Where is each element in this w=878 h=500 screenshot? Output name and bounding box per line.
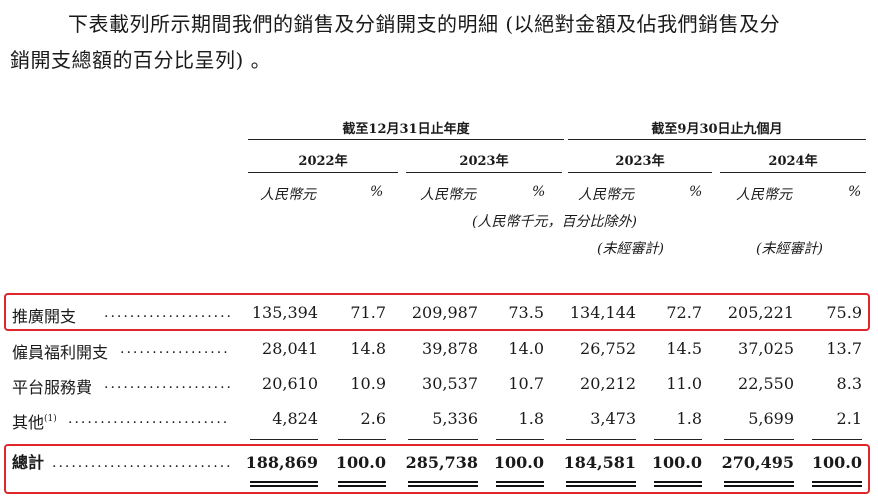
subtotal-rule: [654, 439, 702, 440]
intro-paragraph: 下表載列所示期間我們的銷售及分銷開支的明細 (以絕對金額及佔我們銷售及分 銷開支…: [10, 6, 872, 78]
subtotal-rule: [496, 439, 544, 440]
total-pct: 100.0: [493, 453, 544, 472]
cell-pct: 14.0: [508, 339, 544, 358]
period-rule: [568, 172, 712, 173]
table-row: 平台服務費 ................................ 2…: [0, 367, 878, 401]
cell-pct: 10.9: [350, 374, 386, 393]
cell-pct: 2.6: [360, 409, 386, 428]
period-rule: [248, 172, 398, 173]
unit-rmb: 人民幣元: [420, 187, 476, 203]
period-2022: 2022年: [298, 154, 348, 169]
table-row: 其他(1) ..................................…: [0, 402, 878, 436]
cell-pct: 75.9: [826, 303, 862, 322]
cell-pct: 10.7: [508, 374, 544, 393]
total-pct: 100.0: [335, 453, 386, 472]
total-pct: 100.0: [651, 453, 702, 472]
unaudited-note: (未經審計): [597, 241, 664, 257]
cell-value: 205,221: [727, 303, 794, 322]
row-label: 平台服務費: [12, 378, 93, 397]
unit-note: (人民幣千元，百分比除外): [472, 214, 637, 230]
unit-rmb: 人民幣元: [260, 187, 316, 203]
subtotal-rule: [566, 439, 636, 440]
total-pct: 100.0: [811, 453, 862, 472]
leader-dots: ........................................…: [52, 455, 230, 471]
cell-pct: 2.1: [836, 409, 862, 428]
cell-value: 37,025: [738, 339, 794, 358]
cell-value: 26,752: [580, 339, 636, 358]
period-2024-nine: 2024年: [768, 154, 818, 169]
period-2023: 2023年: [459, 154, 509, 169]
subtotal-rule: [724, 439, 794, 440]
unit-pct: %: [370, 184, 384, 200]
unit-pct: %: [848, 184, 862, 200]
cell-pct: 14.8: [350, 339, 386, 358]
row-label: 其他(1): [12, 413, 57, 432]
cell-value: 5,336: [432, 409, 478, 428]
cell-value: 5,699: [748, 409, 794, 428]
unit-pct: %: [532, 184, 546, 200]
double-underline: [654, 481, 702, 487]
double-underline: [250, 481, 318, 487]
subtotal-rule: [408, 439, 478, 440]
total-row: 總計 .....................................…: [0, 446, 878, 480]
subtotal-rule: [250, 439, 318, 440]
unit-rmb: 人民幣元: [578, 187, 634, 203]
row-label: 推廣開支: [12, 307, 77, 326]
cell-pct: 72.7: [666, 303, 702, 322]
cell-pct: 1.8: [676, 409, 702, 428]
unit-rmb: 人民幣元: [736, 187, 792, 203]
double-underline: [338, 481, 386, 487]
total-value: 270,495: [721, 453, 794, 472]
total-label: 總計: [12, 453, 45, 472]
cell-pct: 73.5: [508, 303, 544, 322]
cell-pct: 8.3: [836, 374, 862, 393]
cell-pct: 1.8: [518, 409, 544, 428]
cell-value: 20,212: [580, 374, 636, 393]
cell-value: 4,824: [272, 409, 318, 428]
double-underline: [408, 481, 478, 487]
cell-value: 28,041: [262, 339, 318, 358]
leader-dots: ................................: [104, 305, 230, 321]
period-rule: [406, 172, 562, 173]
double-underline: [812, 481, 862, 487]
cell-value: 135,394: [251, 303, 318, 322]
double-underline: [724, 481, 794, 487]
cell-value: 134,144: [569, 303, 636, 322]
total-value: 184,581: [563, 453, 636, 472]
cell-pct: 13.7: [826, 339, 862, 358]
cell-pct: 14.5: [666, 339, 702, 358]
cell-value: 3,473: [590, 409, 636, 428]
cell-value: 22,550: [738, 374, 794, 393]
header-nine-months: 截至9月30日止九個月: [651, 122, 783, 137]
period-2023-nine: 2023年: [615, 154, 665, 169]
period-rule: [720, 172, 866, 173]
subtotal-rule: [338, 439, 386, 440]
row-label: 僱員福利開支: [12, 343, 109, 362]
highlight-box-promotion: [4, 293, 870, 331]
header-rule-year: [248, 139, 564, 140]
cell-pct: 71.7: [350, 303, 386, 322]
cell-value: 39,878: [422, 339, 478, 358]
cell-value: 30,537: [422, 374, 478, 393]
leader-dots: ................................: [104, 376, 230, 392]
double-underline: [496, 481, 544, 487]
leader-dots: ................................: [120, 341, 230, 357]
header-full-year: 截至12月31日止年度: [342, 122, 470, 137]
cell-value: 209,987: [411, 303, 478, 322]
double-underline: [566, 481, 636, 487]
cell-pct: 11.0: [666, 374, 702, 393]
cell-value: 20,610: [262, 374, 318, 393]
header-rule-nine: [568, 139, 866, 140]
unaudited-note: (未經審計): [756, 241, 823, 257]
table-row: 僱員福利開支 ................................ …: [0, 332, 878, 366]
intro-line-2: 銷開支總額的百分比呈列) 。: [10, 48, 272, 72]
intro-line-1: 下表載列所示期間我們的銷售及分銷開支的明細 (以絕對金額及佔我們銷售及分: [68, 12, 781, 36]
subtotal-rule: [812, 439, 862, 440]
total-value: 285,738: [405, 453, 478, 472]
total-value: 188,869: [245, 453, 318, 472]
table-row: 推廣開支 ................................ 13…: [0, 296, 878, 330]
highlight-box-total: [4, 444, 870, 494]
unit-pct: %: [689, 184, 703, 200]
leader-dots: ........................................: [68, 411, 230, 427]
